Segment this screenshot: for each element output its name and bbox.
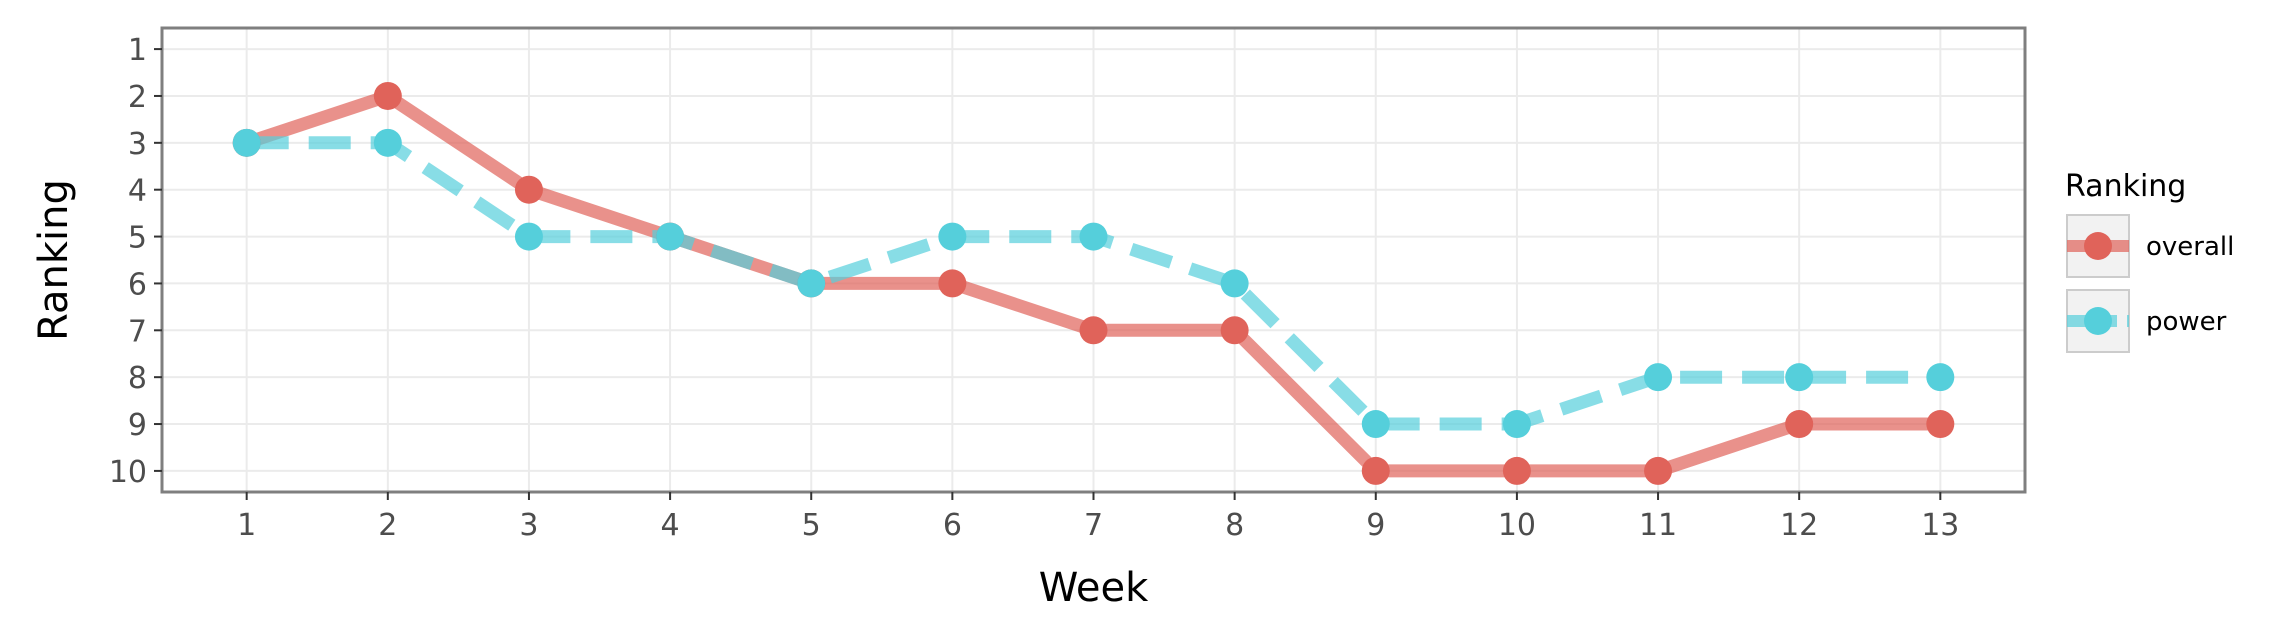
y-tick-label: 9: [128, 408, 147, 443]
x-tick-label: 7: [1084, 508, 1103, 543]
x-axis-title: Week: [1039, 565, 1149, 611]
data-point-power: [1220, 269, 1249, 298]
series-points: [232, 81, 1955, 485]
legend-key-point: [2084, 307, 2112, 335]
data-point-power: [1785, 363, 1814, 392]
data-point-power: [373, 128, 402, 157]
data-point-overall: [1502, 456, 1531, 485]
data-point-power: [656, 222, 685, 251]
data-point-overall: [1079, 316, 1108, 345]
data-point-power: [1079, 222, 1108, 251]
x-tick-label: 5: [802, 508, 821, 543]
x-tick-label: 2: [378, 508, 397, 543]
data-point-power: [1926, 363, 1955, 392]
grid-lines: [162, 28, 2025, 492]
data-point-overall: [514, 175, 543, 204]
y-tick-label: 7: [128, 314, 147, 349]
y-tick-label: 10: [109, 455, 147, 490]
x-tick-label: 9: [1366, 508, 1385, 543]
data-point-power: [797, 269, 826, 298]
legend-item-power: power: [2066, 289, 2227, 353]
data-point-overall: [1644, 456, 1673, 485]
x-tick-label: 8: [1225, 508, 1244, 543]
y-tick-label: 1: [128, 33, 147, 68]
x-tick-label: 1: [237, 508, 256, 543]
x-tick-label: 4: [661, 508, 680, 543]
y-tick-label: 8: [128, 361, 147, 396]
data-point-power: [1644, 363, 1673, 392]
legend-key-point: [2084, 232, 2112, 260]
y-axis-ticks: 1 2 3 4 5 6 7 8 9 10: [109, 33, 162, 490]
y-axis-title: Ranking: [31, 179, 77, 341]
legend-label: power: [2146, 307, 2227, 337]
data-point-overall: [1361, 456, 1390, 485]
data-point-power: [232, 128, 261, 157]
data-point-overall: [373, 81, 402, 110]
y-tick-label: 6: [128, 267, 147, 302]
legend-label: overall: [2146, 232, 2234, 262]
x-tick-label: 10: [1498, 508, 1536, 543]
data-point-power: [938, 222, 967, 251]
y-tick-label: 5: [128, 221, 147, 256]
data-point-overall: [1785, 410, 1814, 439]
x-tick-label: 13: [1921, 508, 1959, 543]
legend: Ranking overall power: [2065, 169, 2234, 353]
data-point-power: [1502, 410, 1531, 439]
legend-title: Ranking: [2065, 169, 2186, 204]
data-point-power: [514, 222, 543, 251]
x-tick-label: 6: [943, 508, 962, 543]
x-tick-label: 11: [1639, 508, 1677, 543]
data-point-overall: [1220, 316, 1249, 345]
legend-item-overall: overall: [2066, 214, 2234, 278]
y-tick-label: 2: [128, 80, 147, 115]
data-point-overall: [1926, 410, 1955, 439]
data-point-power: [1361, 410, 1390, 439]
x-tick-label: 3: [519, 508, 538, 543]
y-tick-label: 4: [128, 174, 147, 209]
x-axis-ticks: 1 2 3 4 5 6 7 8 9 10 11 12 13: [237, 492, 1959, 543]
y-tick-label: 3: [128, 127, 147, 162]
data-point-overall: [938, 269, 967, 298]
x-tick-label: 12: [1780, 508, 1818, 543]
